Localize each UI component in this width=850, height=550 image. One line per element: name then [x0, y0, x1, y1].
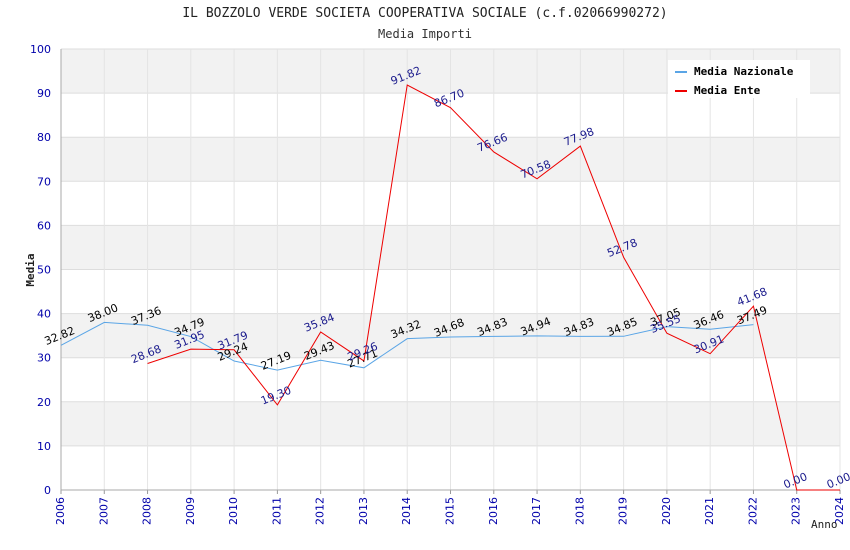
x-tick-label: 2015: [444, 497, 457, 525]
x-tick-label: 2021: [703, 497, 716, 525]
x-tick-label: 2024: [833, 497, 846, 525]
y-tick-label: 30: [37, 352, 51, 365]
y-axis-label: Media: [24, 253, 37, 286]
x-tick-label: 2013: [357, 497, 370, 525]
series-line-media-ente: [147, 84, 840, 491]
x-tick-label: 2022: [746, 497, 759, 525]
y-tick-label: 60: [37, 219, 51, 232]
x-axis-ticks: 2006 2007 2008 2009 2010 2011 2012 2013 2014 2015…: [54, 497, 846, 525]
x-axis-label: Anno: [811, 518, 838, 531]
x-tick-label: 2020: [660, 497, 673, 525]
x-tick-label: 2009: [184, 497, 197, 525]
series-line-media-nazionale: [60, 321, 754, 371]
data-label-media-ente: 0.00: [825, 470, 850, 491]
y-tick-label: 90: [37, 87, 51, 100]
y-tick-label: 50: [37, 264, 51, 277]
x-tick-label: 2008: [141, 497, 154, 525]
x-tick-label: 2014: [400, 497, 413, 525]
legend-label-media-nazionale: Media Nazionale: [694, 65, 794, 78]
x-tick-label: 2018: [573, 497, 586, 525]
legend-label-media-ente: Media Ente: [694, 84, 761, 97]
y-tick-label: 70: [37, 175, 51, 188]
data-label-media-ente: 0.00: [782, 470, 810, 491]
x-tick-label: 2019: [617, 497, 630, 525]
x-tick-label: 2011: [270, 497, 283, 525]
y-tick-label: 40: [37, 308, 51, 321]
x-tick-label: 2017: [530, 497, 543, 525]
legend-box: [668, 60, 810, 98]
y-tick-label: 0: [44, 484, 51, 497]
legend: Media Nazionale Media Ente: [668, 60, 810, 98]
series-lines: [60, 84, 840, 491]
y-tick-label: 100: [30, 43, 51, 56]
x-tick-label: 2006: [54, 497, 67, 525]
x-tick-label: 2012: [314, 497, 327, 525]
x-tick-label: 2007: [97, 497, 110, 525]
y-axis-ticks: 0 10 20 30 40 50 60 70 80 90 100: [30, 43, 51, 497]
chart-subtitle: Media Importi: [378, 27, 472, 41]
x-tick-label: 2010: [227, 497, 240, 525]
axes: [60, 49, 841, 494]
x-tick-label: 2023: [790, 497, 803, 525]
y-tick-label: 80: [37, 131, 51, 144]
x-tick-label: 2016: [487, 497, 500, 525]
grid-lines: [60, 48, 841, 491]
y-tick-label: 10: [37, 440, 51, 453]
y-tick-label: 20: [37, 396, 51, 409]
chart-title: IL BOZZOLO VERDE SOCIETA COOPERATIVA SOC…: [182, 6, 668, 21]
